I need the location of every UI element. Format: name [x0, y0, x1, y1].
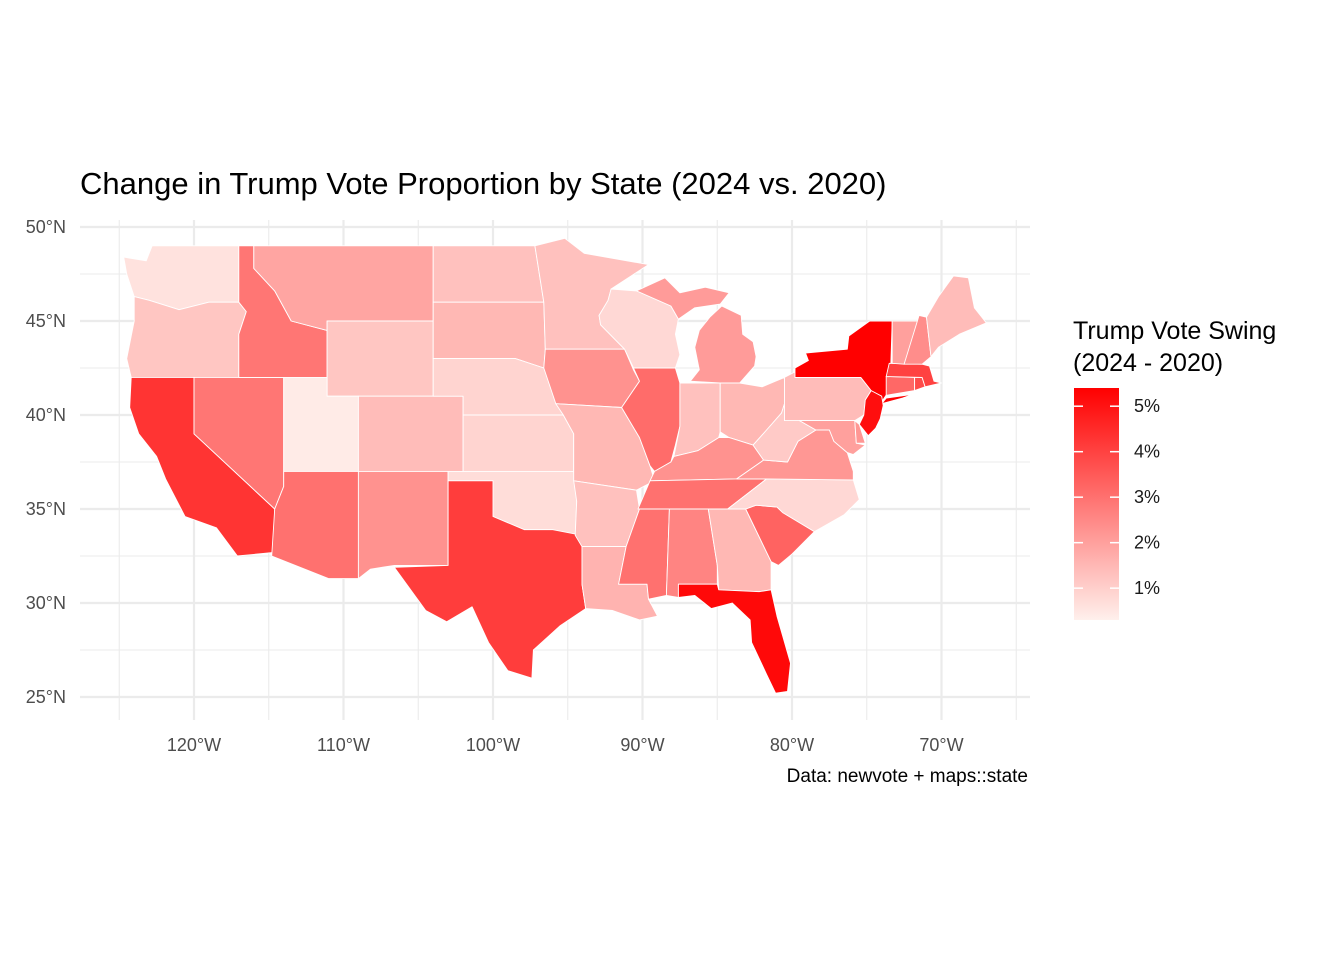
legend-tick-label: 5%	[1134, 396, 1160, 416]
state-arizona	[271, 470, 359, 580]
y-tick-label: 45°N	[26, 311, 66, 331]
state-iowa	[543, 348, 640, 408]
legend-title-line2: (2024 - 2020)	[1073, 349, 1224, 377]
legend-tick-label: 1%	[1134, 578, 1160, 598]
caption: Data: newvote + maps::state	[786, 766, 1028, 787]
y-tick-label: 30°N	[26, 593, 66, 613]
y-tick-label: 50°N	[26, 217, 66, 237]
x-tick-label: 90°W	[620, 735, 664, 755]
x-tick-label: 110°W	[317, 735, 370, 755]
x-tick-label: 120°W	[167, 735, 221, 755]
state-florida	[677, 583, 791, 694]
y-tick-label: 40°N	[26, 405, 66, 425]
legend-title-line1: Trump Vote Swing	[1073, 317, 1277, 345]
state-michigan-up	[636, 277, 730, 320]
x-tick-label: 100°W	[466, 735, 520, 755]
x-tick-label: 80°W	[770, 735, 814, 755]
state-north-dakota	[432, 245, 545, 303]
state-long-island	[881, 393, 914, 405]
state-connecticut	[885, 376, 916, 396]
y-tick-label: 35°N	[26, 499, 66, 519]
chart-title: Change in Trump Vote Proportion by State…	[80, 166, 887, 201]
state-new-jersey	[858, 390, 884, 437]
state-maine	[926, 275, 987, 358]
state-polygons	[123, 237, 987, 694]
y-axis-ticks: 25°N 30°N 35°N 40°N 45°N 50°N	[26, 217, 66, 707]
state-south-dakota	[432, 301, 546, 369]
legend-tick-label: 2%	[1134, 533, 1160, 553]
state-texas	[393, 480, 587, 679]
legend-tick-label: 4%	[1134, 442, 1160, 462]
legend-ticks: 1% 2% 3% 4% 5%	[1074, 396, 1160, 598]
legend-tick-label: 3%	[1134, 487, 1160, 507]
x-tick-label: 70°W	[919, 735, 963, 755]
state-mississippi	[618, 508, 670, 600]
state-delaware	[854, 420, 866, 444]
legend-title: Trump Vote Swing (2024 - 2020)	[1073, 315, 1276, 379]
y-tick-label: 25°N	[26, 687, 66, 707]
state-new-hampshire	[903, 314, 932, 365]
state-massachusetts	[885, 362, 942, 388]
x-axis-ticks: 120°W 110°W 100°W 90°W 80°W 70°W	[167, 735, 964, 755]
state-wyoming	[326, 320, 434, 397]
state-oregon	[126, 296, 247, 378]
state-kansas	[462, 414, 575, 472]
state-colorado	[357, 395, 464, 472]
state-michigan	[689, 305, 757, 384]
state-new-mexico	[357, 470, 449, 580]
state-pennsylvania	[784, 371, 872, 422]
legend-colorbar	[1074, 388, 1119, 620]
